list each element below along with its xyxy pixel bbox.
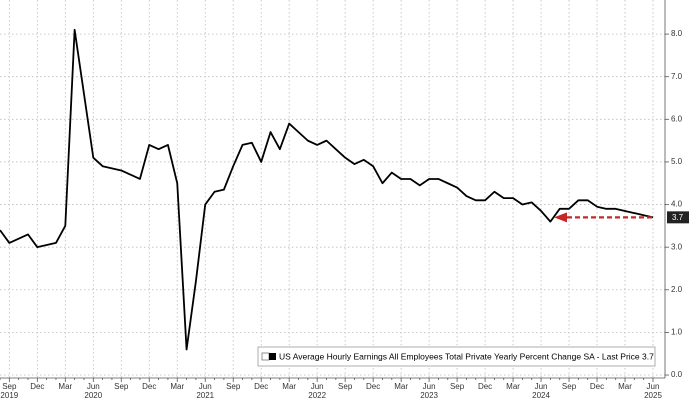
x-tick-label: Sep: [450, 382, 465, 391]
arrow-head: [554, 212, 567, 223]
x-tick-label: Jun: [87, 382, 100, 391]
x-tick-label: Dec: [590, 382, 604, 391]
x-tick-label: Jun: [647, 382, 660, 391]
x-tick-label: Sep: [114, 382, 129, 391]
x-year-label: 2019: [0, 391, 18, 400]
x-tick-label: Mar: [394, 382, 408, 391]
x-tick-label: Mar: [282, 382, 296, 391]
x-tick-label: Dec: [254, 382, 268, 391]
legend-text: US Average Hourly Earnings All Employees…: [279, 351, 654, 361]
x-year-label: 2020: [84, 391, 102, 400]
x-tick-label: Mar: [170, 382, 184, 391]
x-tick-label: Mar: [618, 382, 632, 391]
y-tick-label: 1.0: [671, 328, 683, 337]
x-tick-label: Dec: [366, 382, 380, 391]
x-year-label: 2025: [644, 391, 662, 400]
y-tick-label: 4.0: [671, 200, 683, 209]
x-tick-label: Dec: [142, 382, 156, 391]
y-tick-label: 8.0: [671, 29, 683, 38]
x-tick-label: Sep: [562, 382, 577, 391]
legend-icon-frame: [261, 352, 270, 361]
x-tick-label: Sep: [2, 382, 17, 391]
last-price-label: 3.7: [672, 213, 684, 222]
x-tick-label: Jun: [199, 382, 212, 391]
x-year-label: 2022: [308, 391, 326, 400]
y-tick-label: 2.0: [671, 285, 683, 294]
x-year-label: 2021: [196, 391, 214, 400]
x-tick-label: Jun: [535, 382, 548, 391]
x-tick-label: Mar: [506, 382, 520, 391]
x-tick-label: Mar: [58, 382, 72, 391]
last-price-box: [667, 211, 689, 224]
legend-box: [257, 346, 656, 367]
x-tick-label: Sep: [226, 382, 241, 391]
y-tick-label: 6.0: [671, 114, 683, 123]
x-tick-label: Dec: [30, 382, 44, 391]
y-tick-label: 7.0: [671, 72, 683, 81]
x-tick-label: Jun: [311, 382, 324, 391]
x-year-label: 2024: [532, 391, 550, 400]
line-series: [0, 28, 654, 351]
x-year-label: 2023: [420, 391, 438, 400]
y-tick-label: 0.0: [671, 370, 683, 379]
legend-swatch: [269, 353, 276, 360]
x-tick-label: Jun: [423, 382, 436, 391]
x-tick-label: Sep: [338, 382, 353, 391]
y-tick-label: 5.0: [671, 157, 683, 166]
y-tick-label: 3.0: [671, 242, 683, 251]
x-tick-label: Dec: [478, 382, 492, 391]
